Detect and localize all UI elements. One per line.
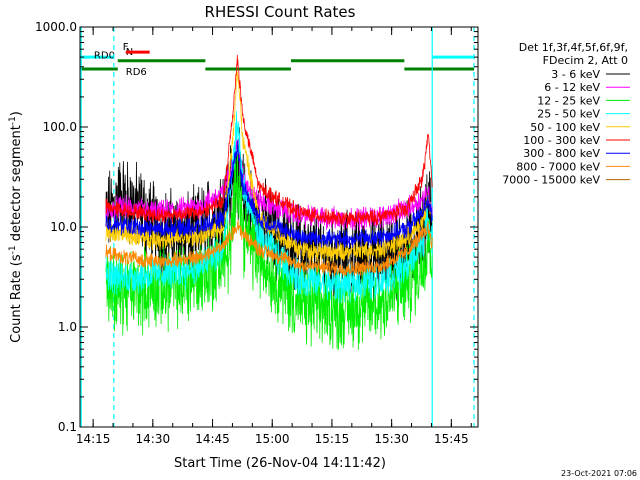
legend-header-line1: Det 1f,3f,4f,5f,6f,9f, <box>519 41 628 54</box>
y-axis-label: Count Rate (s-1 detector segment-1) <box>8 111 24 343</box>
series-group <box>105 54 433 351</box>
y-tick-label: 10.0 <box>50 220 77 234</box>
legend-label: 50 - 100 keV <box>530 121 600 134</box>
legend-header-line2: FDecim 2, Att 0 <box>543 54 628 67</box>
footer-timestamp: 23-Oct-2021 07:06 <box>561 469 637 478</box>
series-line <box>105 220 433 277</box>
y-axis-label-sup2: -1 <box>8 116 18 125</box>
y-tick-label: 1000.0 <box>35 20 77 34</box>
x-tick-label: 15:45 <box>434 432 469 446</box>
y-axis-label-part1: Count Rate (s <box>9 254 24 343</box>
state-bar-label: RD0 <box>94 51 115 62</box>
legend-label: 6 - 12 keV <box>544 81 600 94</box>
legend-label: 25 - 50 keV <box>537 108 600 121</box>
x-axis-label: Start Time (26-Nov-04 14:11:42) <box>174 456 386 471</box>
legend-label: 12 - 25 keV <box>537 94 600 107</box>
series-line <box>105 152 433 351</box>
y-tick-label: 0.1 <box>58 420 77 434</box>
legend: Det 1f,3f,4f,5f,6f,9f, FDecim 2, Att 0 3… <box>502 41 630 187</box>
x-tick-label: 15:30 <box>374 432 409 446</box>
y-axis-label-sup1: -1 <box>8 245 18 254</box>
y-axis-label-end: ) <box>9 111 24 116</box>
state-bar-label: RD6 <box>126 67 147 78</box>
legend-label: 800 - 7000 keV <box>516 160 600 173</box>
legend-label: 3 - 6 keV <box>551 68 600 81</box>
series-line <box>105 140 433 249</box>
x-tick-label: 14:15 <box>76 432 111 446</box>
series-line <box>105 71 433 263</box>
legend-label: 7000 - 15000 keV <box>502 174 600 187</box>
x-tick-label: 14:30 <box>136 432 171 446</box>
y-axis: 0.1 1.0 10.0 100.0 1000.0 <box>35 20 478 434</box>
x-tick-label: 14:45 <box>195 432 230 446</box>
state-bar-label: F <box>123 42 129 53</box>
y-axis-label-part2: detector segment <box>9 125 24 245</box>
state-bars: NFRD0RD6 <box>80 42 475 78</box>
x-tick-label: 15:15 <box>315 432 350 446</box>
x-tick-label: 15:00 <box>255 432 290 446</box>
y-tick-label: 1.0 <box>58 320 77 334</box>
x-axis: 14:15 14:30 14:45 15:00 15:15 15:30 15:45 <box>76 27 472 446</box>
legend-label: 100 - 300 keV <box>523 134 600 147</box>
series-line <box>105 54 433 228</box>
y-tick-label: 100.0 <box>43 120 77 134</box>
chart-title: RHESSI Count Rates <box>205 3 356 21</box>
legend-label: 300 - 800 keV <box>523 147 600 160</box>
